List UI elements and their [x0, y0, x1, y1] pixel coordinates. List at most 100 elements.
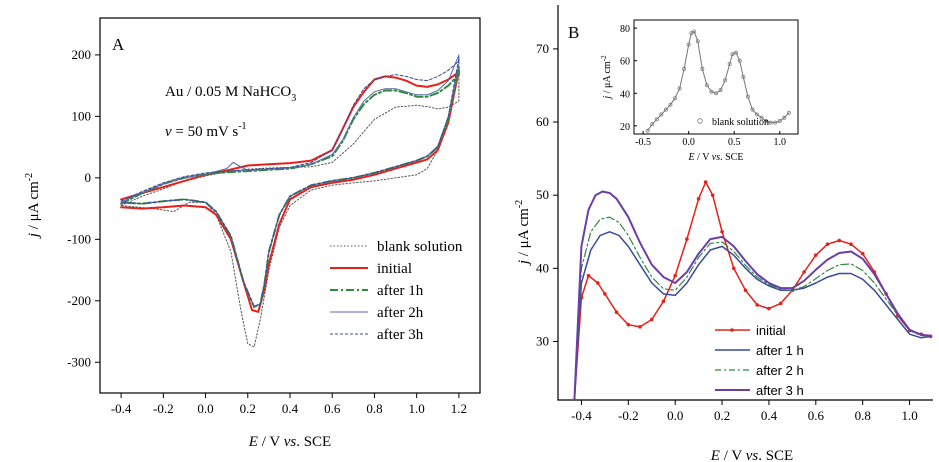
legend-a-blank-label: blank solution [377, 239, 463, 255]
inset-ticks: -0.5 0.0 0.5 1.0 20 40 60 80 [620, 24, 786, 148]
inset-y-axis-label: j / μA cm-2 [600, 55, 613, 101]
series-blank-solution-point [668, 102, 673, 107]
y-tick-label: -300 [67, 354, 91, 369]
x-tick-label: 1.2 [451, 401, 467, 416]
inset-x-axis-label: E / V vs. SCE [688, 152, 744, 163]
series-initial-point [596, 281, 600, 285]
y-tick-label: 100 [72, 108, 92, 123]
x-tick-label: -0.5 [635, 137, 651, 148]
panel-b-legend: initial after 1 h after 2 h after 3 h [715, 323, 804, 398]
series-initial-point [814, 253, 818, 257]
series-blank-solution-point [741, 75, 746, 79]
series-initial-point [696, 197, 701, 201]
series-blank-solution-point [782, 115, 787, 120]
panel-a-x-axis-label: E / V vs. SCE [248, 434, 331, 450]
x-tick-label: -0.4 [111, 401, 132, 416]
series-initial-point [837, 238, 842, 243]
series-initial-point [755, 303, 760, 307]
y-tick-label: 20 [620, 122, 630, 133]
panel-a-ticks: -0.4 -0.2 0.0 0.2 0.4 0.6 0.8 1.0 1.2 -300 -200 -10… [67, 47, 467, 416]
series-blank-solution-point [700, 66, 705, 71]
y-tick-label: 60 [536, 114, 549, 129]
series-blank-solution-point [786, 110, 791, 115]
panel-a: A Au / 0.05 M NaHCO3 v = 50 mV s-1 -0.4-… [24, 17, 481, 450]
series-after-3-h-line [573, 190, 932, 400]
series-blank-solution-point [650, 122, 655, 127]
series-blank-solution-point [764, 119, 769, 123]
panel-a-annotation-electrode: Au / 0.05 M NaHCO3 [165, 84, 296, 104]
series-initial-point [720, 229, 724, 234]
series-initial-point [661, 299, 666, 304]
legend-b-initial-marker [730, 328, 734, 332]
series-initial-point [860, 251, 865, 256]
y-tick-label: 80 [620, 24, 630, 35]
series-initial-point [685, 237, 689, 241]
series-blank-solution-point [692, 29, 697, 34]
x-tick-label: 0.6 [808, 408, 825, 423]
series-blank-solution-point [730, 52, 735, 57]
series-initial-point [743, 288, 748, 293]
y-tick-label: -100 [67, 231, 91, 246]
x-tick-label: -0.2 [153, 401, 174, 416]
series-blank-solution-point [759, 115, 764, 120]
x-tick-label: 0.0 [667, 408, 683, 423]
series-initial-point [626, 322, 631, 327]
series-blank-solution-point [750, 107, 755, 112]
legend-b-initial-label: initial [756, 323, 786, 338]
series-initial-point [586, 273, 591, 278]
panel-b-series-group [572, 180, 933, 400]
x-tick-label: 0.0 [682, 137, 695, 148]
series-blank-solution-point [727, 62, 732, 66]
series-initial-point [603, 292, 607, 296]
y-tick-label: 30 [536, 333, 549, 348]
series-blank-solution-point [709, 89, 714, 94]
legend-a-3h-label: after 3h [377, 327, 424, 343]
series-blank-solution-point [645, 128, 650, 133]
legend-a-initial-label: initial [377, 261, 412, 277]
y-tick-label: 50 [536, 187, 549, 202]
series-blank-solution-point [673, 96, 677, 101]
series-blank-solution-point [659, 112, 664, 117]
series-blank-solution-point [734, 50, 738, 55]
series-blank-solution-point [768, 120, 773, 125]
series-initial-point [849, 242, 853, 246]
y-tick-label: 40 [536, 260, 549, 275]
y-tick-label: -200 [67, 293, 91, 308]
panel-b-ticks: -0.4 -0.2 0.0 0.2 0.4 0.6 0.8 1.0 30 40 50 60 70 [536, 41, 918, 423]
y-tick-label: 40 [620, 89, 630, 100]
series-initial-point [778, 301, 783, 306]
series-initial-point [731, 266, 736, 271]
x-tick-label: 1.0 [774, 137, 787, 148]
y-tick-label: 60 [620, 57, 630, 68]
series-blank-solution-point [718, 88, 723, 92]
x-tick-label: 0.6 [324, 401, 341, 416]
panel-a-legend: blank solution initial after 1h after 2h… [330, 239, 463, 343]
series-after-3h-line [120, 57, 460, 308]
series-initial-point [710, 193, 715, 197]
series-blank-solution-point [755, 112, 759, 117]
panel-b-letter: B [568, 23, 579, 42]
series-initial-point [649, 317, 654, 322]
series-blank-solution-point [654, 117, 659, 122]
x-tick-label: 0.2 [240, 401, 256, 416]
y-tick-label: 70 [536, 41, 549, 56]
series-blank-solution-point [686, 42, 691, 47]
series-initial-point [802, 270, 806, 274]
panel-a-series-group [120, 54, 460, 348]
series-blank-solution-point [723, 78, 728, 83]
x-tick-label: 0.0 [197, 401, 213, 416]
inset-series-group [645, 29, 791, 133]
series-blank-solution-point [682, 66, 687, 71]
series-initial-point [767, 306, 771, 311]
y-tick-label: 0 [85, 170, 92, 185]
panel-b-y-axis-label: j / μA cm-2 [514, 200, 532, 266]
panel-a-annotation-scan-rate: v = 50 mV s-1 [165, 121, 247, 140]
x-tick-label: 1.0 [901, 408, 917, 423]
series-blank-solution-point [704, 83, 709, 88]
series-initial-point [614, 310, 619, 315]
x-tick-label: 0.4 [761, 408, 778, 423]
legend-b-1h-label: after 1 h [756, 343, 804, 358]
y-tick-label: 200 [72, 47, 92, 62]
series-blank-solution-point [689, 31, 694, 35]
